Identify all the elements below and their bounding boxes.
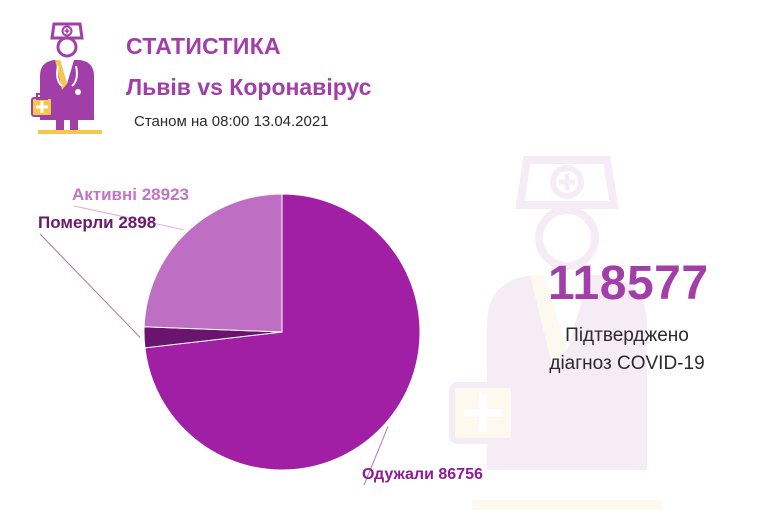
leader-line-2: [73, 205, 184, 231]
label-recovered: Одужали 86756: [362, 466, 483, 483]
status-date: Станом на 08:00 13.04.2021: [134, 113, 329, 130]
label-died: Померли 2898: [38, 213, 156, 232]
confirmed-caption-line2: діагноз COVID-19: [549, 353, 705, 374]
doctor-watermark-icon: [449, 156, 662, 510]
leader-line-0: [363, 426, 389, 486]
label-active: Активні 28923: [72, 185, 189, 204]
page-title: СТАТИСТИКА: [126, 33, 281, 59]
confirmed-total: 118577: [548, 257, 709, 310]
page-subtitle: Львів vs Коронавірус: [126, 74, 372, 100]
slice-active: [143, 193, 283, 333]
doctor-icon: [31, 22, 102, 134]
pie-chart: Одужали 86756 Померли 2898 Активні 28923: [38, 185, 483, 486]
leader-line-1: [39, 233, 141, 338]
confirmed-caption-line1: Підтверджено: [565, 325, 689, 346]
